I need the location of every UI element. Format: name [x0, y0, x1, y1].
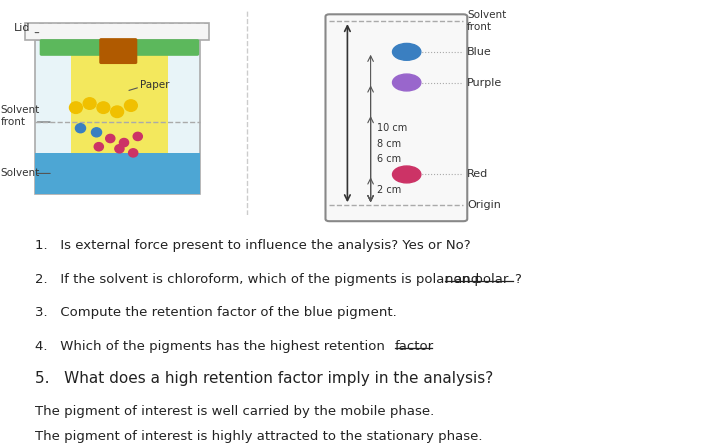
Text: 10 cm: 10 cm	[377, 123, 407, 134]
Circle shape	[75, 124, 85, 133]
Circle shape	[392, 74, 421, 91]
Text: The pigment of interest is well carried by the mobile phase.: The pigment of interest is well carried …	[35, 405, 434, 417]
Circle shape	[97, 102, 110, 114]
FancyBboxPatch shape	[34, 40, 200, 194]
FancyBboxPatch shape	[39, 39, 199, 56]
Circle shape	[92, 128, 102, 137]
Circle shape	[115, 145, 124, 153]
Text: Blue: Blue	[468, 47, 492, 57]
Text: Origin: Origin	[468, 200, 501, 210]
Circle shape	[129, 149, 137, 157]
Text: 4.   Which of the pigments has the highest retention: 4. Which of the pigments has the highest…	[35, 340, 389, 353]
Text: The pigment of interest is highly attracted to the stationary phase.: The pigment of interest is highly attrac…	[35, 430, 483, 443]
Text: 2.   If the solvent is chloroform, which of the pigments is polar and: 2. If the solvent is chloroform, which o…	[35, 273, 483, 286]
Circle shape	[392, 43, 421, 60]
Circle shape	[133, 132, 142, 140]
Circle shape	[95, 143, 103, 151]
Text: Lid: Lid	[14, 24, 31, 34]
Circle shape	[106, 135, 115, 143]
Text: Solvent
front: Solvent front	[468, 10, 506, 32]
Text: Solvent: Solvent	[0, 169, 39, 178]
FancyBboxPatch shape	[26, 23, 209, 40]
Text: 6 cm: 6 cm	[377, 154, 401, 164]
Text: 2 cm: 2 cm	[377, 185, 401, 195]
Text: 8 cm: 8 cm	[377, 139, 401, 149]
Circle shape	[69, 102, 82, 114]
Text: Paper: Paper	[140, 80, 170, 90]
FancyBboxPatch shape	[72, 40, 168, 153]
Text: Red: Red	[468, 169, 488, 179]
Text: 3.   Compute the retention factor of the blue pigment.: 3. Compute the retention factor of the b…	[35, 306, 397, 319]
FancyBboxPatch shape	[326, 14, 468, 221]
Circle shape	[125, 100, 137, 111]
FancyBboxPatch shape	[34, 153, 200, 194]
Circle shape	[111, 106, 124, 118]
Text: Purple: Purple	[468, 77, 503, 88]
FancyBboxPatch shape	[100, 38, 137, 64]
Text: 5.   What does a high retention factor imply in the analysis?: 5. What does a high retention factor imp…	[35, 371, 493, 386]
Text: ?: ?	[514, 273, 521, 286]
Text: Solvent
front: Solvent front	[0, 105, 39, 127]
Text: 1.   Is external force present to influence the analysis? Yes or No?: 1. Is external force present to influenc…	[35, 239, 470, 252]
Text: factor: factor	[395, 340, 434, 353]
Circle shape	[120, 139, 129, 147]
Circle shape	[83, 98, 96, 109]
Text: non polar: non polar	[445, 273, 508, 286]
Circle shape	[392, 166, 421, 183]
